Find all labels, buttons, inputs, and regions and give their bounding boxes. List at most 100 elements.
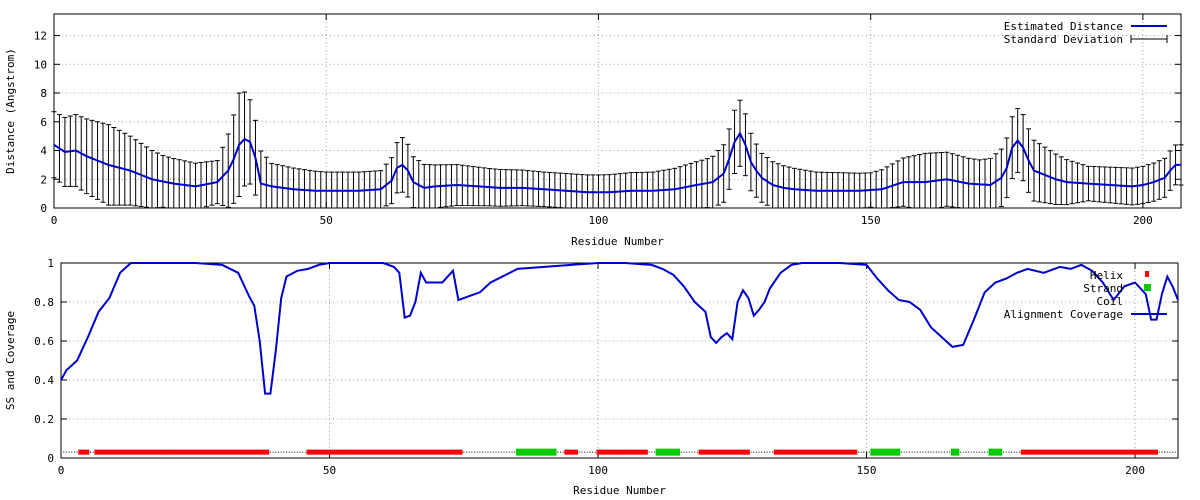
coil-point [686, 451, 688, 453]
coil-point [1005, 451, 1007, 453]
helix-point [1112, 449, 1116, 455]
helix-point [196, 449, 200, 455]
helix-point [1026, 449, 1030, 455]
helix-point [596, 449, 600, 455]
coil-point [68, 451, 70, 453]
coil-point [984, 451, 986, 453]
helix-point [615, 449, 619, 455]
helix-point [314, 449, 318, 455]
legend-coil-label: Coil [1097, 295, 1124, 308]
helix-point [161, 449, 165, 455]
helix-point [1058, 449, 1062, 455]
helix-point [722, 449, 726, 455]
helix-point [142, 449, 146, 455]
helix-point [1146, 449, 1150, 455]
coil-point [1166, 451, 1168, 453]
coil-point [1011, 451, 1013, 453]
helix-point [1128, 449, 1132, 455]
helix-point [242, 449, 246, 455]
helix-point [365, 449, 369, 455]
coil-point [962, 451, 964, 453]
helix-point [1085, 449, 1089, 455]
coil-point [476, 451, 478, 453]
helix-point [338, 449, 342, 455]
helix-point [623, 449, 627, 455]
helix-point [805, 449, 809, 455]
coil-point [968, 451, 970, 453]
helix-point [430, 449, 434, 455]
helix-point [838, 449, 842, 455]
helix-point [717, 449, 721, 455]
coil-point [863, 451, 865, 453]
helix-point [824, 449, 828, 455]
helix-point [83, 449, 87, 455]
coil-point [465, 451, 467, 453]
coil-point [857, 451, 859, 453]
helix-point [819, 449, 823, 455]
coil-point [562, 451, 564, 453]
helix-point [105, 449, 109, 455]
helix-point [822, 449, 826, 455]
distance-x-tick-label: 200 [1133, 214, 1153, 227]
helix-point [153, 449, 157, 455]
helix-point [1130, 449, 1134, 455]
coil-point [1174, 451, 1176, 453]
coil-point [479, 451, 481, 453]
helix-point [424, 449, 428, 455]
coil-point [938, 451, 940, 453]
helix-point [803, 449, 807, 455]
helix-point [440, 449, 444, 455]
helix-point [207, 449, 211, 455]
legend-strand-label: Strand [1083, 282, 1123, 295]
legend-coil-swatch [1147, 300, 1148, 301]
distance-y-tick-label: 8 [40, 87, 47, 100]
helix-point [1141, 449, 1145, 455]
helix-point [569, 449, 573, 455]
helix-point [832, 449, 836, 455]
coil-point [960, 451, 962, 453]
helix-point [123, 449, 127, 455]
helix-point [247, 449, 251, 455]
coil-point [903, 451, 905, 453]
coil-point [750, 451, 752, 453]
helix-point [419, 449, 423, 455]
helix-point [720, 449, 724, 455]
coil-point [1164, 451, 1166, 453]
coil-point [976, 451, 978, 453]
helix-point [392, 449, 396, 455]
helix-point [1079, 449, 1083, 455]
coil-point [758, 451, 760, 453]
helix-point [319, 449, 323, 455]
coil-point [508, 451, 510, 453]
helix-point [137, 449, 141, 455]
helix-point [736, 449, 740, 455]
helix-point [244, 449, 248, 455]
helix-point [164, 449, 168, 455]
helix-point [636, 449, 640, 455]
coil-point [946, 451, 948, 453]
coil-point [911, 451, 913, 453]
coil-point [935, 451, 937, 453]
helix-point [1042, 449, 1046, 455]
helix-point [738, 449, 742, 455]
coil-point [766, 451, 768, 453]
helix-point [333, 449, 337, 455]
distance-y-tick-label: 10 [34, 58, 47, 71]
coil-point [92, 451, 94, 453]
coil-point [586, 451, 588, 453]
helix-point [1138, 449, 1142, 455]
helix-point [706, 449, 710, 455]
helix-point [228, 449, 232, 455]
helix-point [140, 449, 144, 455]
helix-point [413, 449, 417, 455]
helix-point [405, 449, 409, 455]
distance-plot-frame [53, 13, 1182, 209]
helix-point [346, 449, 350, 455]
coverage-y-tick-label: 0.4 [34, 374, 54, 387]
helix-point [454, 449, 458, 455]
helix-point [746, 449, 750, 455]
helix-point [1028, 449, 1032, 455]
coil-point [474, 451, 476, 453]
coil-point [763, 451, 765, 453]
